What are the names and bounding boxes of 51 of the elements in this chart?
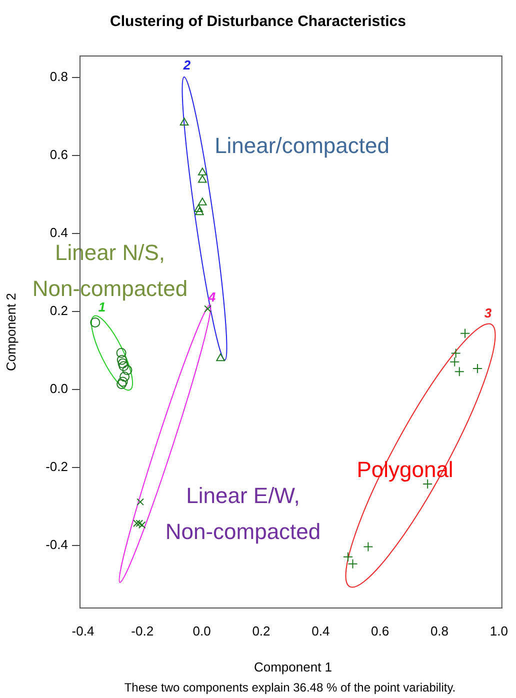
y-tick-label: 0.4 [50, 225, 68, 240]
point [116, 348, 126, 358]
point [118, 376, 128, 387]
point [116, 354, 127, 365]
point [122, 365, 132, 376]
x-tick-label: 0.2 [252, 623, 270, 638]
chart-title: Clustering of Disturbance Characteristics [110, 13, 406, 30]
point [118, 358, 128, 368]
point [198, 168, 207, 176]
x-axis-title: Component 1 [254, 660, 332, 675]
x-tick-label: 0.8 [430, 623, 449, 638]
point [204, 305, 212, 312]
y-tick-label: 0.6 [50, 147, 68, 162]
point [90, 317, 100, 328]
point [450, 348, 461, 358]
annotation: Linear/compacted [214, 133, 390, 158]
point [133, 520, 140, 528]
point [180, 118, 189, 126]
x-tick-label: -0.2 [131, 623, 154, 638]
x-tick-label: 0.4 [312, 623, 330, 638]
point [454, 366, 464, 377]
point [460, 328, 470, 338]
y-tick-label: 0.8 [50, 69, 68, 84]
point [363, 542, 374, 552]
y-tick-label: -0.2 [46, 459, 68, 474]
x-tick-label: 1.0 [490, 623, 508, 638]
point [136, 520, 144, 528]
annotation: 3 [484, 306, 492, 321]
y-tick-label: -0.4 [46, 537, 68, 552]
text: These two components explain 36.48 % of the point variability. [124, 680, 456, 694]
point [138, 521, 146, 529]
point [198, 175, 207, 183]
point [194, 204, 203, 212]
annotation: 4 [207, 290, 216, 305]
point [120, 372, 130, 382]
annotation: 1 [98, 300, 106, 315]
annotation: 2 [182, 58, 192, 73]
point [216, 353, 225, 362]
annotation: Linear E/W, Non-compacted [165, 482, 321, 544]
point [118, 361, 129, 372]
point [198, 198, 207, 206]
point [116, 379, 127, 390]
point [136, 498, 144, 506]
x-tick-label: 0.0 [192, 623, 211, 638]
point [450, 356, 460, 367]
x-tick-label: 0.6 [371, 623, 390, 638]
y-tick-label: 0.2 [50, 303, 68, 318]
x-tick-label: -0.4 [72, 623, 94, 638]
y-axis-title: Component 2 [3, 292, 18, 372]
point [195, 207, 204, 216]
y-tick-label: 0.0 [50, 381, 68, 396]
